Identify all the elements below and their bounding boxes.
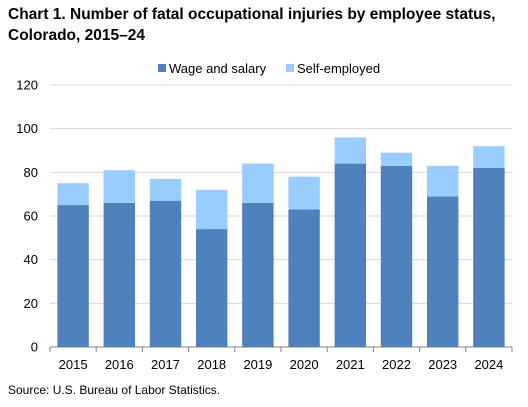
- bar-self-employed: [334, 137, 367, 164]
- bar-wage-and-salary: [288, 209, 320, 347]
- y-tick-label: 120: [16, 78, 38, 93]
- bar-wage-and-salary: [426, 196, 459, 347]
- x-tick-label: 2018: [197, 357, 226, 372]
- bar-wage-and-salary: [334, 163, 367, 347]
- x-tick-label: 2016: [105, 357, 134, 372]
- x-tick-label: 2020: [290, 357, 319, 372]
- bar-wage-and-salary: [380, 165, 413, 347]
- bar-self-employed: [242, 163, 274, 203]
- bar-wage-and-salary: [149, 200, 182, 347]
- bar-self-employed: [426, 165, 459, 197]
- bar-self-employed: [380, 152, 413, 166]
- x-tick-label: 2019: [243, 357, 272, 372]
- legend-swatch-self-employed: [286, 64, 294, 72]
- y-tick-label: 60: [24, 209, 38, 224]
- bar-wage-and-salary: [473, 167, 505, 347]
- y-tick-label: 20: [24, 296, 38, 311]
- bar-wage-and-salary: [57, 205, 89, 347]
- legend-label-wage-and-salary: Wage and salary: [169, 61, 267, 76]
- bar-self-employed: [103, 170, 136, 203]
- bar-self-employed: [473, 146, 505, 168]
- bar-wage-and-salary: [195, 229, 228, 347]
- bar-wage-and-salary: [103, 202, 136, 347]
- bar-self-employed: [195, 189, 228, 230]
- y-tick-label: 100: [16, 121, 38, 136]
- x-tick-label: 2021: [336, 357, 365, 372]
- x-tick-label: 2015: [59, 357, 88, 372]
- bar-self-employed: [149, 178, 182, 201]
- y-tick-label: 40: [24, 252, 38, 267]
- chart-title-line1: Chart 1. Number of fatal occupational in…: [8, 6, 496, 23]
- legend-label-self-employed: Self-employed: [297, 61, 380, 76]
- x-tick-label: 2017: [151, 357, 180, 372]
- bar-chart: 0 20 40 60 80 100 120 2015 2016 2017 2018 2019 2020 2…: [16, 61, 513, 372]
- x-tick-label: 2024: [474, 357, 503, 372]
- y-tick-label: 80: [24, 165, 38, 180]
- chart-title: Chart 1. Number of fatal occupational in…: [8, 4, 523, 46]
- bar-self-employed: [57, 183, 89, 206]
- bar-self-employed: [288, 176, 320, 210]
- legend-swatch-wage-and-salary: [158, 64, 166, 72]
- x-tick-label: 2023: [428, 357, 457, 372]
- y-tick-label: 0: [31, 340, 38, 355]
- chart-title-line2: Colorado, 2015–24: [8, 27, 145, 44]
- source-note: Source: U.S. Bureau of Labor Statistics.: [8, 383, 221, 397]
- x-tick-label: 2022: [382, 357, 411, 372]
- bar-wage-and-salary: [242, 202, 274, 347]
